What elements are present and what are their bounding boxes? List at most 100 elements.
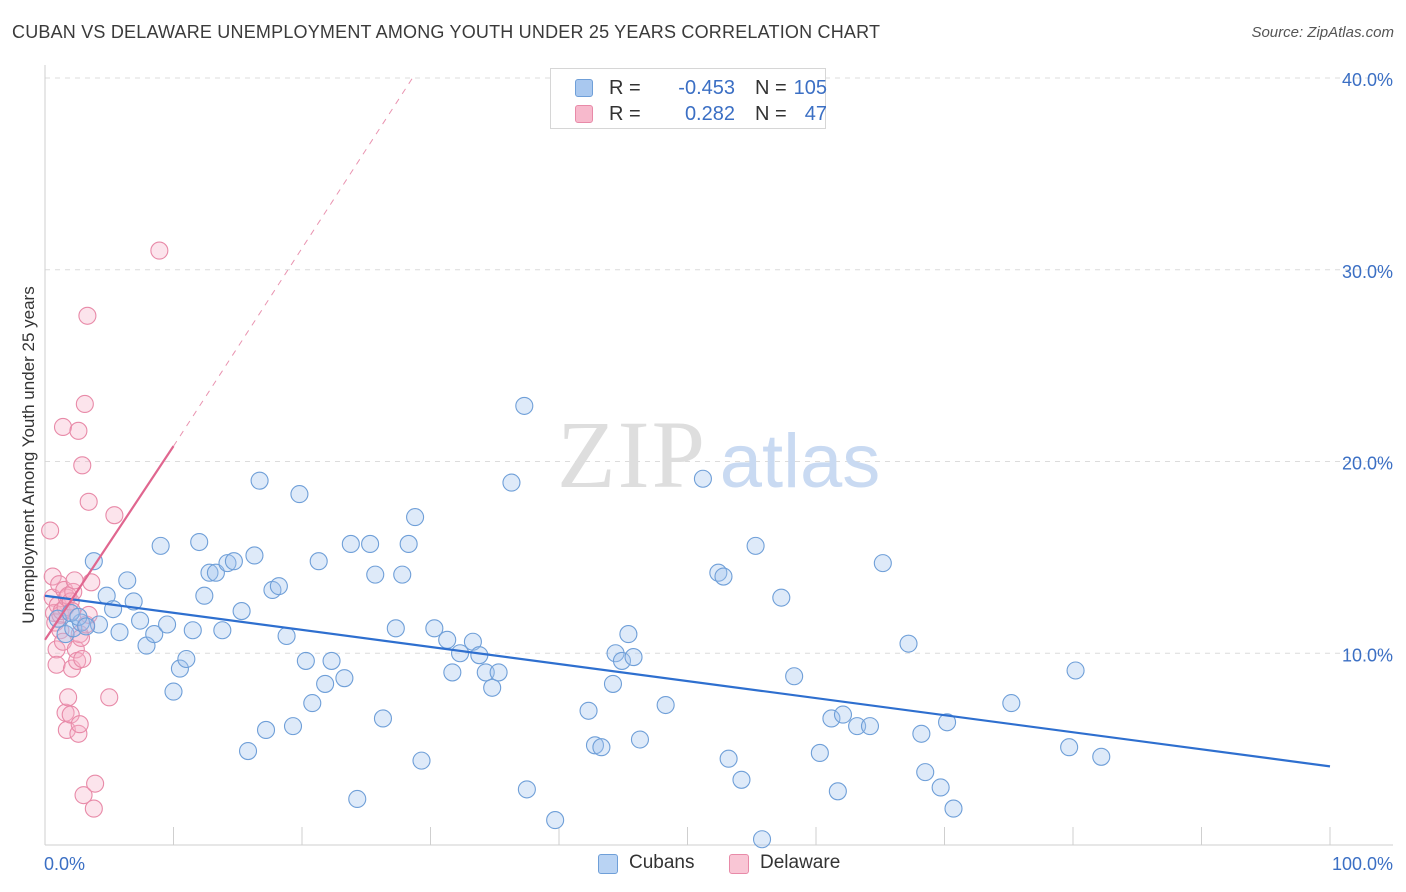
delaware-point: [79, 492, 98, 511]
cubans-point: [810, 743, 829, 763]
cubans-swatch: [575, 79, 593, 97]
axis-layer: [44, 65, 1393, 846]
r-label: R =: [609, 103, 641, 125]
cubans-point: [752, 830, 772, 849]
cubans-point: [693, 469, 712, 488]
cubans-point: [170, 659, 189, 678]
delaware-point: [61, 705, 80, 724]
delaware-trend-line: [44, 445, 175, 641]
delaware-point: [105, 506, 124, 525]
cubans-point: [348, 789, 367, 809]
chart-source: Source: ZipAtlas.com: [1251, 24, 1394, 41]
watermark: ZIP atlas: [557, 401, 880, 508]
delaware-point: [69, 724, 88, 743]
cubans-point: [603, 674, 623, 693]
chart-title: CUBAN VS DELAWARE UNEMPLOYMENT AMONG YOU…: [12, 22, 881, 42]
cubans-point: [213, 621, 232, 640]
cubans-point: [443, 663, 462, 682]
cubans-point: [592, 738, 611, 757]
delaware-point: [78, 306, 97, 325]
legend-item-cubans[interactable]: Cubans: [598, 850, 708, 878]
y-tick-label: 30.0%: [1342, 262, 1393, 282]
cubans-point: [476, 663, 495, 682]
cubans-point: [393, 565, 412, 584]
legend-row-delaware: R = 0.282 N = 47: [575, 101, 827, 127]
cubans-point: [916, 763, 935, 782]
cubans-point: [195, 586, 214, 605]
y-tick-label: 10.0%: [1342, 645, 1393, 665]
cubans-point: [151, 536, 170, 555]
cubans-point: [145, 625, 164, 644]
cubans-point: [373, 709, 393, 728]
cubans-point: [630, 730, 650, 749]
r-value: 0.282: [684, 103, 735, 125]
cubans-trend-line: [44, 594, 1331, 768]
delaware-point: [47, 655, 66, 674]
cubans-point: [585, 736, 605, 755]
delaware-point: [71, 628, 91, 647]
cubans-point: [77, 617, 96, 636]
delaware-point: [82, 573, 101, 592]
cubans-point: [517, 780, 536, 799]
cubans-point: [110, 623, 129, 642]
cubans-point: [118, 571, 137, 590]
delaware-legend-label: Delaware: [760, 852, 841, 873]
cubans-point: [931, 778, 950, 797]
cubans-point: [164, 682, 183, 701]
cubans-point: [502, 473, 521, 492]
cubans-point: [489, 663, 508, 682]
r-value: -0.453: [678, 77, 735, 99]
delaware-point: [69, 421, 88, 440]
cubans-point: [177, 649, 196, 669]
n-label: N =: [755, 103, 787, 125]
cubans-point: [1060, 738, 1079, 757]
cubans-point: [612, 651, 632, 670]
cubans-point: [1002, 694, 1021, 713]
cubans-point: [606, 644, 625, 663]
cubans-point: [206, 563, 225, 582]
y-tick-label: 40.0%: [1342, 70, 1393, 90]
cubans-point: [269, 577, 288, 596]
cubans-point: [619, 625, 638, 644]
cubans-point: [183, 621, 202, 640]
tick-labels: 10.0% 20.0% 30.0% 40.0% 0.0% 100.0%: [44, 70, 1393, 874]
cubans-point: [303, 694, 322, 713]
cubans-point: [1092, 747, 1111, 766]
legend-stats: R = -0.453 N = 105 R = 0.282 N = 47: [550, 68, 827, 129]
cubans-points: [48, 396, 1111, 849]
cubans-point: [624, 648, 643, 667]
cubans-point: [1066, 661, 1085, 680]
delaware-point: [75, 394, 94, 414]
cubans-point: [944, 799, 963, 818]
cubans-point: [438, 630, 457, 649]
cubans-point: [746, 536, 765, 555]
delaware-point: [59, 688, 78, 707]
cubans-point: [341, 534, 360, 554]
delaware-point: [73, 649, 92, 669]
cubans-legend-label: Cubans: [629, 852, 695, 873]
cubans-point: [335, 669, 354, 688]
delaware-point: [74, 786, 93, 805]
delaware-legend-swatch: [729, 854, 749, 874]
delaware-point: [86, 774, 105, 793]
cubans-legend-swatch: [598, 854, 618, 874]
r-label: R =: [609, 77, 641, 99]
cubans-point: [828, 782, 847, 801]
delaware-point: [47, 640, 66, 659]
cubans-point: [579, 701, 598, 720]
cubans-point: [714, 567, 733, 586]
n-label: N =: [755, 77, 787, 99]
cubans-point: [316, 674, 335, 693]
cubans-point: [245, 546, 264, 565]
cubans-point: [200, 563, 219, 582]
cubans-point: [899, 634, 918, 653]
legend-item-delaware[interactable]: Delaware: [729, 850, 859, 878]
cubans-point: [848, 717, 867, 736]
cubans-point: [309, 552, 328, 571]
cubans-point: [425, 619, 444, 638]
delaware-point: [73, 456, 92, 475]
cubans-point: [719, 749, 738, 768]
delaware-point: [84, 799, 103, 818]
cubans-point: [785, 667, 804, 686]
